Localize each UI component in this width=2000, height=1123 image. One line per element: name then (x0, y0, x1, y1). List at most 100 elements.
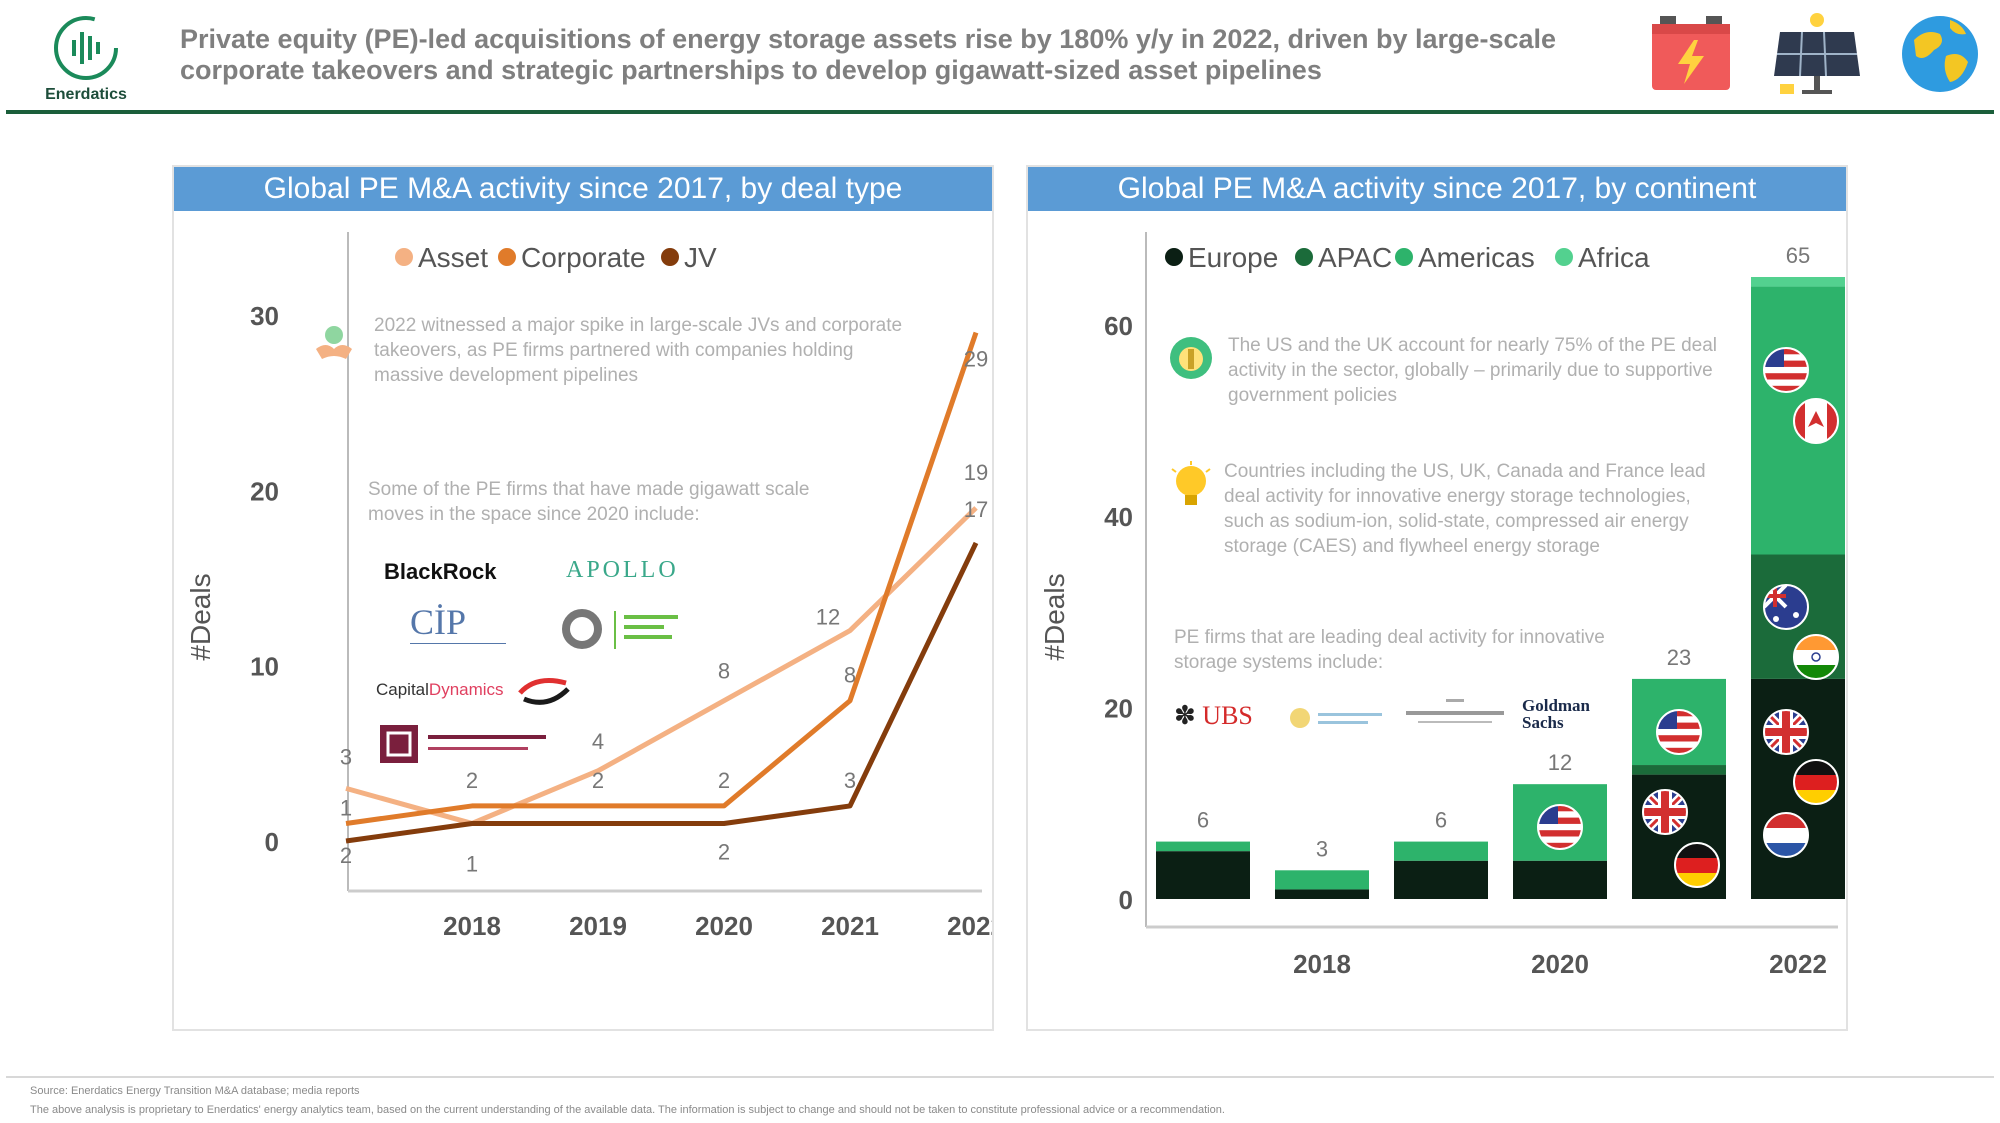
deal-type-line-chart: 0 10 20 30 2018 2019 2020 2021 2022 #Deals Asset Co… (185, 232, 992, 941)
legend-swatch (498, 248, 516, 266)
y-tick-label: 0 (1119, 885, 1133, 915)
bar-segment-europe (1275, 889, 1369, 899)
bar-segment-europe (1394, 860, 1488, 899)
money-bag-icon (1170, 337, 1212, 379)
goldman-sachs-logo: Goldman Sachs (1522, 696, 1591, 732)
data-label: 3 (844, 768, 856, 793)
data-label: 19 (964, 460, 988, 485)
legend-label: Europe (1188, 242, 1278, 273)
data-label: 29 (964, 347, 988, 372)
data-label: 1 (340, 795, 352, 820)
y-axis-title: #Deals (1039, 573, 1070, 660)
us-flag-icon (1656, 709, 1702, 755)
legend-swatch (1165, 248, 1183, 266)
handshake-icon (316, 326, 352, 359)
data-label: 8 (844, 663, 856, 688)
x-tick-label: 2020 (695, 911, 753, 941)
y-tick-label: 20 (250, 476, 279, 506)
qia-logo-icon (380, 725, 546, 763)
continent-chart-title: Global PE M&A activity since 2017, by co… (1028, 167, 1846, 211)
legend-swatch (1395, 248, 1413, 266)
data-label: 8 (718, 659, 730, 684)
footer-divider (6, 1076, 1994, 1078)
australia-flag-icon (1763, 584, 1809, 630)
page-title: Private equity (PE)-led acquisitions of … (180, 24, 1557, 85)
cip-logo: CİP (410, 601, 506, 644)
x-tick-label: 2022 (1769, 949, 1827, 979)
swoosh-logo-icon (518, 678, 570, 705)
y-tick-label: 0 (265, 827, 279, 857)
legend-label: Americas (1418, 242, 1535, 273)
uk-flag-icon (1763, 709, 1809, 755)
bar-total-label: 6 (1435, 808, 1447, 833)
disclaimer: The above analysis is proprietary to Ene… (30, 1104, 1225, 1116)
series-line-jv (345, 541, 979, 844)
us-flag-icon (1537, 804, 1583, 850)
y-axis-title: #Deals (185, 573, 216, 660)
ubs-keys-icon: ✽ (1174, 701, 1196, 730)
x-tick-label: 2022 (947, 911, 992, 941)
uk-flag-icon (1642, 789, 1688, 835)
deal-type-note-firms: Some of the PE firms that have made giga… (368, 479, 810, 525)
series-line-asset (345, 506, 978, 826)
x-tick-label: 2018 (443, 911, 501, 941)
firm-logo-sun-icon (1290, 708, 1382, 728)
brand-name: Enerdatics (45, 86, 127, 103)
enerdatics-logo: Enerdatics (36, 10, 136, 108)
y-tick-label: 60 (1104, 311, 1133, 341)
bar-total-label: 65 (1786, 243, 1810, 268)
capital-dynamics-logo-part1: Capital (376, 680, 429, 699)
bar-segment-americas (1275, 870, 1369, 890)
bar-total-label: 6 (1197, 808, 1209, 833)
legend-label: Africa (1578, 242, 1650, 273)
firm-logo-serif-icon (1406, 699, 1504, 723)
us-flag-icon (1763, 347, 1809, 393)
source-note: Source: Enerdatics Energy Transition M&A… (30, 1085, 360, 1097)
data-label: 2 (592, 768, 604, 793)
data-label: 12 (816, 605, 840, 630)
legend-label: JV (684, 242, 717, 273)
bar-segment-americas (1156, 841, 1250, 852)
india-flag-icon (1793, 634, 1839, 680)
legend-swatch (661, 248, 679, 266)
legend-swatch (395, 248, 413, 266)
deal-type-panel: Global PE M&A activity since 2017, by de… (172, 165, 994, 1031)
apollo-logo: APOLLO (566, 557, 679, 583)
y-tick-label: 40 (1104, 502, 1133, 532)
y-tick-label: 20 (1104, 694, 1133, 724)
x-tick-label: 2019 (569, 911, 627, 941)
continent-bar-chart: 0 20 40 60 #Deals Europe APAC Americas Africa 6 3 2… (1039, 232, 1845, 979)
data-label: 4 (592, 729, 604, 754)
bar-total-label: 12 (1548, 750, 1572, 775)
data-label: 17 (964, 497, 988, 522)
data-label: 2 (718, 768, 730, 793)
continent-note-us-uk: The US and the UK account for nearly 75%… (1228, 335, 1718, 406)
bar-total-label: 3 (1316, 836, 1328, 861)
ubs-logo: ✽ UBS (1174, 701, 1253, 731)
y-tick-label: 30 (250, 301, 279, 331)
legend-label: Asset (418, 242, 488, 273)
x-tick-label: 2021 (821, 911, 879, 941)
firm-logo-ring-icon (562, 609, 678, 649)
legend-swatch (1295, 248, 1313, 266)
solar-panel-icon (1774, 13, 1860, 94)
bar-segment-europe (1156, 851, 1250, 899)
legend-label: Corporate (521, 242, 646, 273)
series-line-corporate (345, 331, 979, 826)
legend-label: APAC (1318, 242, 1392, 273)
x-tick-label: 2020 (1531, 949, 1589, 979)
bar-segment-europe (1513, 860, 1607, 899)
data-label: 1 (466, 851, 478, 876)
capital-dynamics-logo: CapitalDynamics (376, 680, 504, 700)
deal-type-note-jv: 2022 witnessed a major spike in large-sc… (374, 315, 903, 386)
germany-flag-icon (1674, 842, 1720, 888)
data-label: 2 (718, 839, 730, 864)
bar-segment-americas (1394, 841, 1488, 861)
data-label: 3 (340, 744, 352, 769)
germany-flag-icon (1793, 759, 1839, 805)
header: Enerdatics Private equity (PE)-led acqui… (0, 0, 2000, 116)
data-label: 2 (466, 768, 478, 793)
bar-total-label: 23 (1667, 645, 1691, 670)
continent-note-technologies: Countries including the US, UK, Canada a… (1224, 461, 1706, 557)
data-label: 2 (340, 843, 352, 868)
